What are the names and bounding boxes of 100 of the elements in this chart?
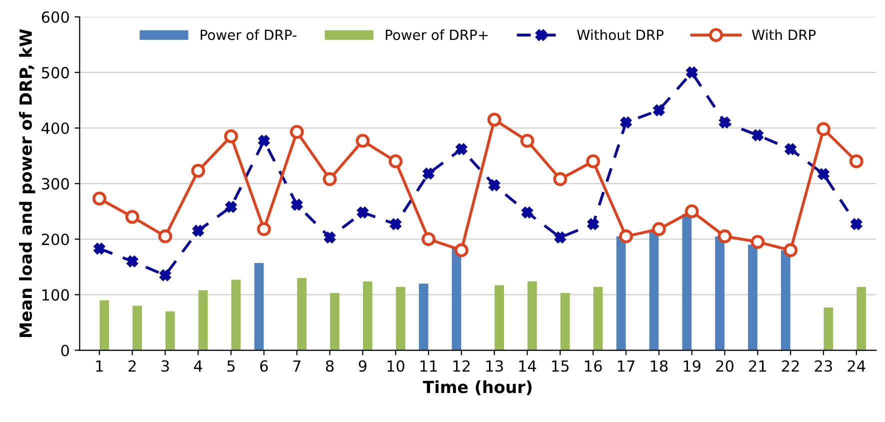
x-tick-label: 18 <box>650 360 668 372</box>
point <box>719 116 730 128</box>
y-tick-label: 200 <box>42 234 69 246</box>
x-tick-label: 2 <box>128 360 136 372</box>
bar <box>682 214 692 350</box>
bar <box>616 236 626 350</box>
bar <box>748 244 758 350</box>
bar <box>560 293 570 350</box>
point <box>158 229 172 244</box>
point <box>522 206 533 218</box>
x-tick-label: 1 <box>96 360 103 372</box>
y-tick-label: 100 <box>42 289 69 301</box>
x-tick-label: 6 <box>260 360 268 372</box>
point <box>554 232 566 244</box>
bar <box>418 284 428 350</box>
point <box>324 232 336 244</box>
y-tick-label: 400 <box>42 122 69 134</box>
x-tick-label: 7 <box>293 360 300 372</box>
x-tick-label: 12 <box>453 360 470 372</box>
point <box>718 229 732 244</box>
x-tick-label: 23 <box>814 360 832 372</box>
bar <box>715 236 724 350</box>
point <box>785 144 796 155</box>
bar <box>100 300 110 350</box>
point <box>191 164 206 178</box>
point <box>588 218 599 230</box>
bar <box>198 290 208 350</box>
legend-label: Power of DRP+ <box>386 29 488 40</box>
point <box>257 222 271 236</box>
point <box>653 104 664 116</box>
point <box>816 122 830 136</box>
x-tick-label: 5 <box>227 360 235 372</box>
point <box>818 168 830 180</box>
legend-label: Without DRP <box>577 29 664 40</box>
x-axis-title: Time (hour) <box>422 380 532 396</box>
point <box>357 206 368 218</box>
point <box>520 134 534 148</box>
point <box>224 129 238 144</box>
x-tick-label: 21 <box>749 360 766 372</box>
bar <box>132 306 142 350</box>
point <box>160 270 171 281</box>
y-axis-title: Mean load and power of DRP, kW <box>19 29 36 337</box>
y-tick-label: 600 <box>42 11 69 23</box>
x-tick-label: 22 <box>782 360 799 372</box>
point <box>456 144 467 155</box>
bar <box>593 286 603 350</box>
point <box>290 124 304 139</box>
bar <box>649 230 659 350</box>
bar <box>396 286 406 350</box>
point <box>619 229 633 244</box>
point <box>750 234 765 249</box>
x-tick-label: 19 <box>684 360 700 372</box>
point <box>390 218 402 230</box>
y-tick-label: 300 <box>42 178 69 190</box>
point <box>686 66 698 78</box>
legend-label: Power of DRP- <box>200 29 296 40</box>
y-tick-label: 0 <box>61 344 69 356</box>
x-tick-label: 10 <box>388 360 404 372</box>
y-tick-label: 500 <box>42 66 69 78</box>
x-tick-label: 11 <box>420 360 437 372</box>
x-tick-label: 15 <box>552 360 569 372</box>
x-tick-label: 13 <box>486 360 503 372</box>
point <box>784 243 798 258</box>
point <box>225 201 237 212</box>
bar <box>330 293 340 350</box>
point <box>488 180 500 191</box>
point <box>620 116 632 128</box>
x-tick-label: 9 <box>358 360 366 372</box>
x-tick-label: 4 <box>194 360 202 372</box>
point <box>258 135 270 146</box>
point <box>126 256 138 267</box>
x-tick-label: 17 <box>618 360 634 372</box>
point <box>422 232 436 246</box>
bar <box>494 285 504 350</box>
point <box>388 154 403 168</box>
point <box>356 134 370 148</box>
x-tick-label: 24 <box>848 360 866 372</box>
point <box>684 204 699 218</box>
bar <box>856 286 866 350</box>
x-tick-label: 20 <box>716 360 734 372</box>
point <box>92 192 106 206</box>
point <box>422 168 434 180</box>
point <box>652 222 666 236</box>
bar <box>231 280 241 350</box>
bar <box>362 281 372 350</box>
point <box>553 172 568 186</box>
x-tick-label: 14 <box>519 360 536 372</box>
bar <box>297 278 307 350</box>
x-tick-label: 3 <box>162 360 169 372</box>
point <box>454 243 468 258</box>
point <box>850 218 862 230</box>
point <box>291 199 302 210</box>
bar <box>165 311 175 350</box>
point <box>322 172 337 186</box>
point <box>94 243 105 254</box>
point <box>752 130 764 141</box>
x-tick-label: 8 <box>326 360 334 372</box>
x-tick-label: 16 <box>585 360 602 372</box>
bar <box>780 250 790 350</box>
bar <box>528 281 537 350</box>
